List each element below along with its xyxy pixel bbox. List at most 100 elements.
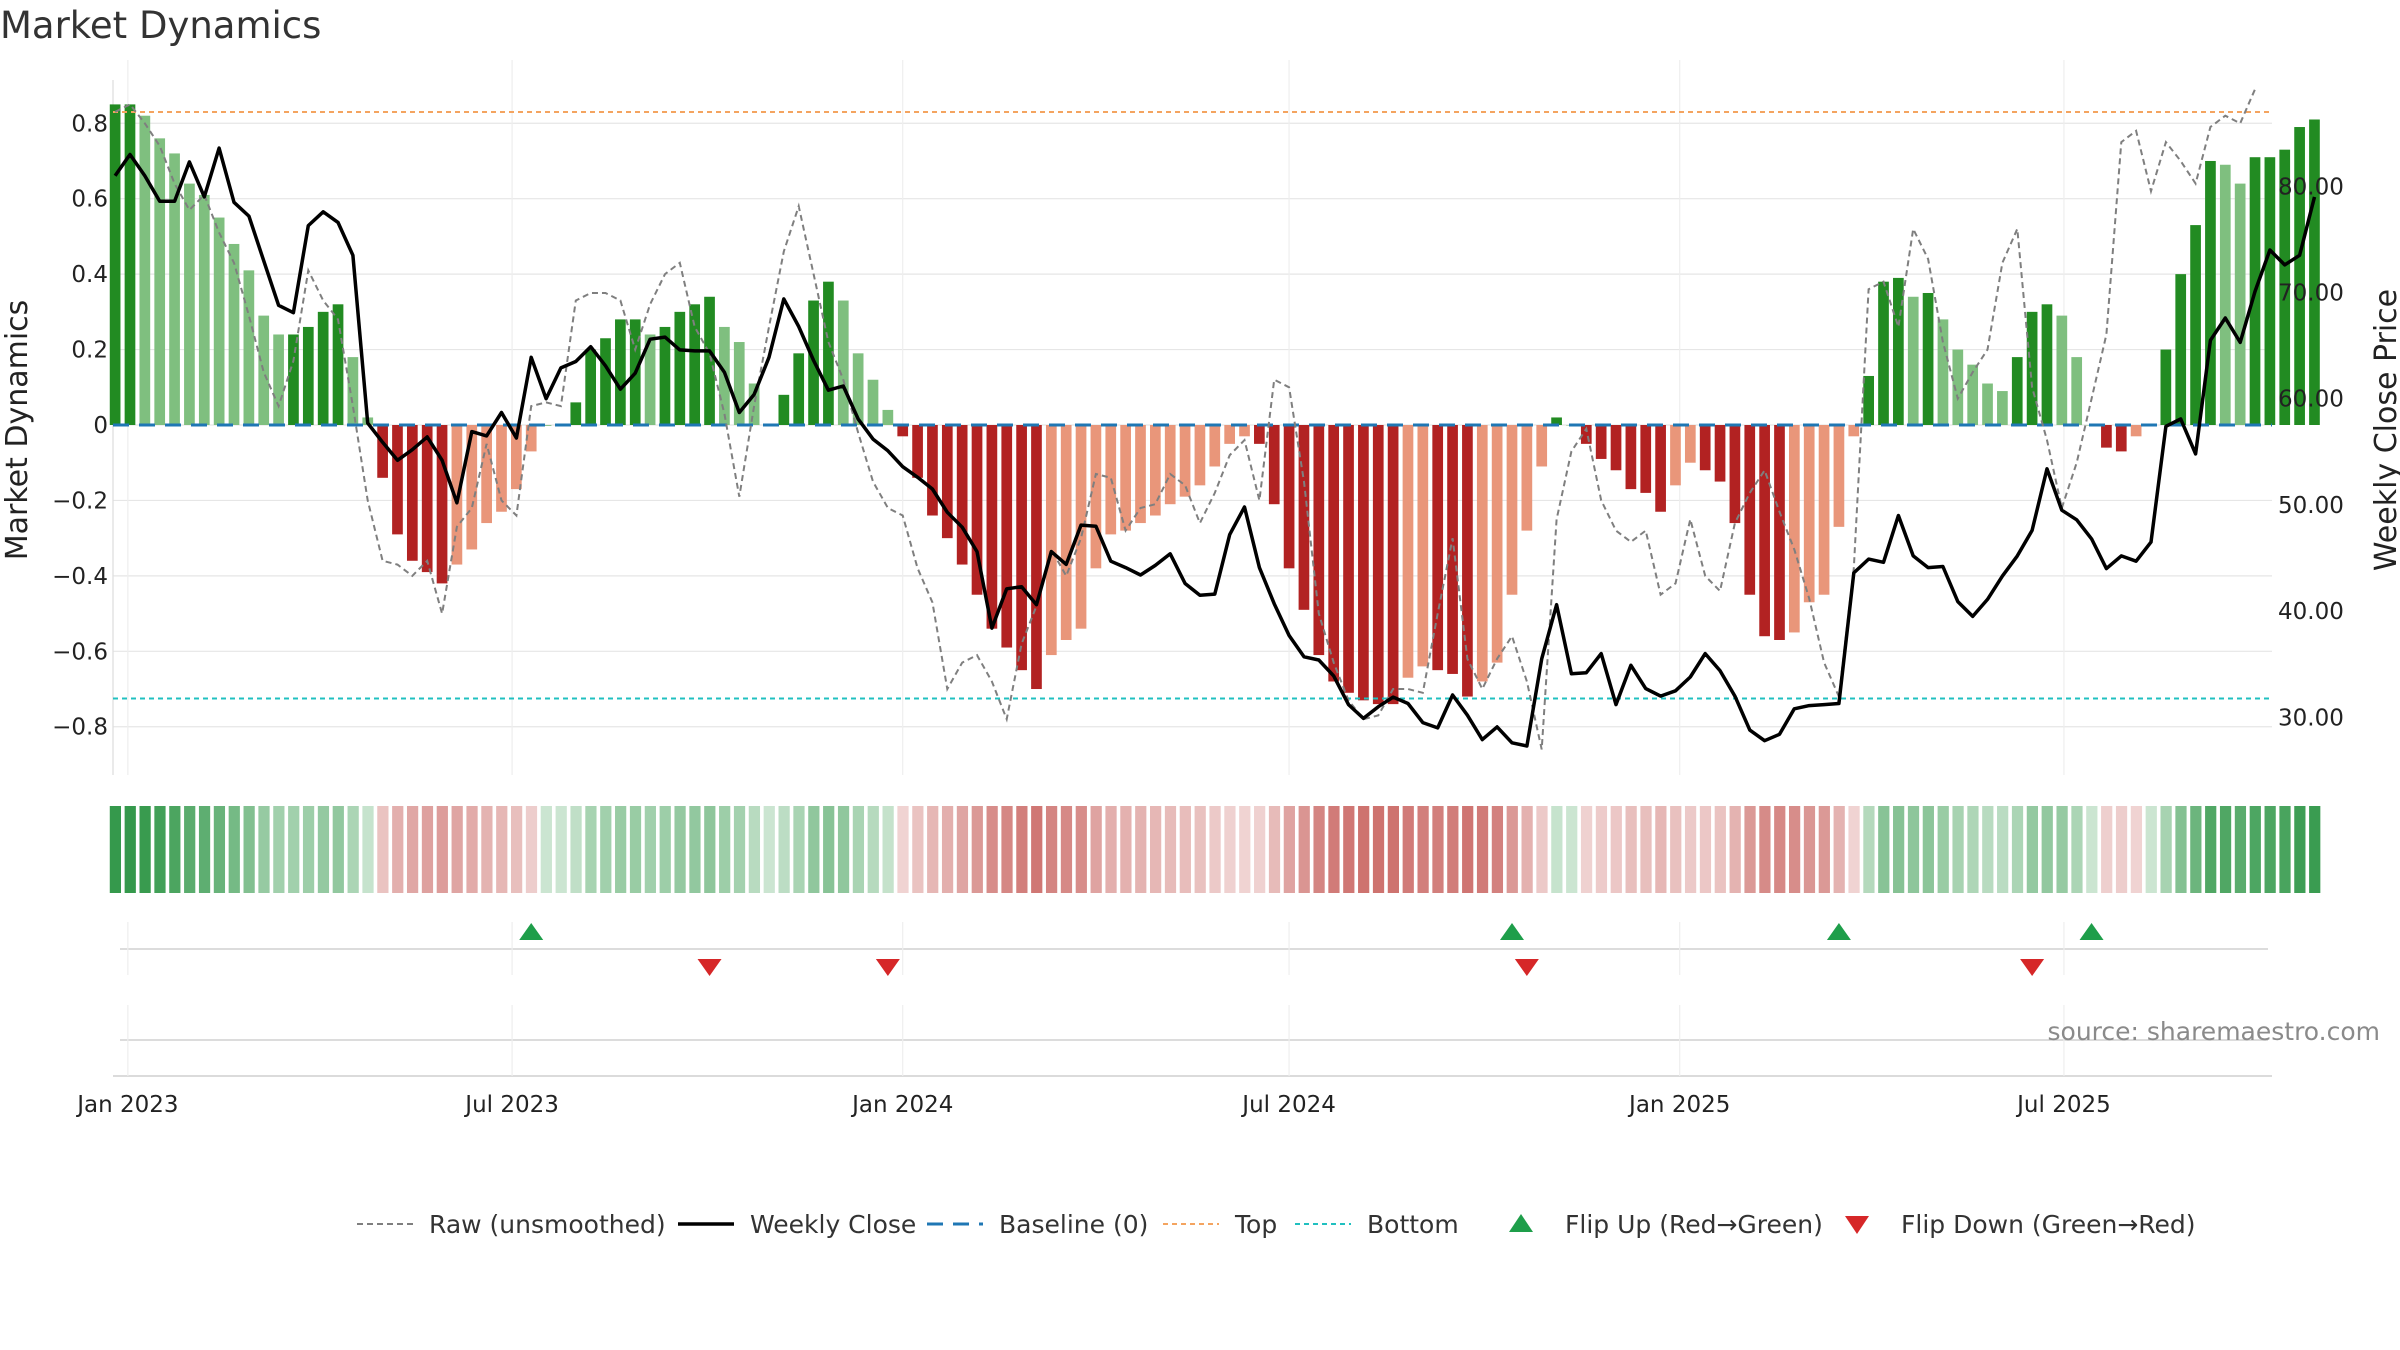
- dynamics-bar: [1016, 425, 1027, 671]
- regime-cell: [1268, 806, 1281, 893]
- dynamics-bar: [600, 338, 611, 425]
- dynamics-bar: [124, 104, 136, 426]
- dynamics-bar: [1358, 425, 1369, 701]
- regime-cell: [2279, 806, 2291, 893]
- dynamics-bar: [2294, 127, 2305, 426]
- dynamics-bar: [1744, 425, 1756, 595]
- legend-label: Raw (unsmoothed): [429, 1210, 666, 1239]
- dynamics-bar: [1937, 319, 1949, 425]
- regime-cell: [941, 806, 954, 893]
- regime-cell: [2041, 806, 2053, 893]
- regime-cell: [332, 806, 344, 893]
- regime-cell: [451, 806, 463, 893]
- regime-cell: [2011, 806, 2024, 893]
- dynamics-bar: [1536, 425, 1548, 467]
- dynamics-bar: [837, 300, 849, 425]
- dynamics-bar: [956, 425, 968, 565]
- dynamics-bar: [2190, 225, 2201, 425]
- regime-cell: [1358, 806, 1370, 893]
- regime-cell: [243, 806, 255, 893]
- regime-cell: [1536, 806, 1548, 893]
- regime-cell: [1105, 806, 1117, 893]
- dynamics-bar: [1313, 425, 1325, 656]
- regime-cell: [1937, 806, 1949, 893]
- dynamics-bar: [852, 353, 864, 425]
- regime-cell: [2160, 806, 2172, 893]
- dynamics-bar: [2279, 149, 2291, 426]
- regime-cell: [1417, 806, 1429, 893]
- dynamics-bar: [748, 383, 760, 425]
- regime-cell: [2115, 806, 2128, 893]
- dynamics-bar: [154, 138, 166, 425]
- regime-cell: [837, 806, 850, 893]
- x-axis-ticks: Jan 2023 Jul 2023 Jan 2024 Jul 2024 Jan 2025…: [75, 1092, 2111, 1118]
- dynamics-bar: [882, 409, 894, 425]
- regime-cell: [1328, 806, 1340, 893]
- regime-cell: [1164, 806, 1177, 893]
- dynamics-bar: [2264, 157, 2276, 425]
- dynamics-bar: [184, 183, 195, 425]
- regime-cell: [808, 806, 820, 893]
- regime-cell: [659, 806, 671, 893]
- regime-cell: [1224, 806, 1236, 893]
- regime-cell: [1566, 806, 1578, 893]
- dynamics-bar: [1462, 425, 1473, 697]
- regime-cell: [1744, 806, 1756, 893]
- regime-cell: [2145, 806, 2157, 893]
- dynamics-bar: [941, 425, 953, 539]
- dynamics-bar: [2160, 349, 2172, 425]
- dynamics-bar: [288, 334, 299, 425]
- dynamics-bar: [1001, 425, 1013, 648]
- regime-cell: [1952, 806, 1964, 893]
- dynamics-bar: [1967, 364, 1979, 425]
- regime-cell: [555, 806, 567, 893]
- regime-cell: [1833, 806, 1845, 893]
- dynamics-bar: [332, 304, 344, 425]
- dynamics-bar: [1848, 425, 1860, 437]
- dynamics-bar: [1580, 425, 1592, 444]
- flip-down-marker: [697, 959, 722, 976]
- regime-cell: [882, 806, 894, 893]
- dynamics-bar: [986, 425, 998, 629]
- legend-label: Top: [1234, 1210, 1277, 1239]
- left-tick-label: 0: [93, 413, 108, 439]
- dynamics-bar: [1684, 425, 1696, 463]
- dynamics-bar: [1045, 425, 1057, 656]
- legend-label: Bottom: [1367, 1210, 1459, 1239]
- dynamics-bar: [1209, 425, 1221, 467]
- regime-cell: [139, 806, 151, 893]
- left-tick-label: −0.6: [52, 639, 108, 665]
- regime-cell: [228, 806, 240, 893]
- regime-cell: [317, 806, 330, 893]
- dynamics-bar: [1595, 425, 1607, 459]
- regime-cell: [1179, 806, 1191, 893]
- regime-cell: [1967, 806, 1979, 893]
- dynamics-bar: [674, 311, 686, 425]
- regime-cell: [1313, 806, 1325, 893]
- regime-cell: [1699, 806, 1712, 893]
- dynamics-bar: [228, 243, 240, 425]
- left-tick-label: 0.4: [71, 262, 108, 288]
- regime-cell: [1521, 806, 1533, 893]
- regime-cell: [1120, 806, 1132, 893]
- dynamics-bar: [1952, 349, 1964, 425]
- regime-cell: [1343, 806, 1355, 893]
- dynamics-bar: [1135, 425, 1146, 524]
- dynamics-bar: [1476, 425, 1488, 682]
- regime-cell: [1684, 806, 1697, 893]
- regime-cell: [258, 806, 270, 893]
- regime-cell: [2234, 806, 2247, 893]
- regime-cell: [1580, 806, 1593, 893]
- regime-cell: [109, 806, 122, 893]
- dynamics-bar: [2309, 119, 2320, 425]
- flip-up-marker: [1826, 923, 1851, 940]
- dynamics-bar: [1670, 425, 1681, 486]
- regime-cell: [511, 806, 523, 893]
- regime-cell: [1863, 806, 1875, 893]
- regime-cell: [823, 806, 835, 893]
- flip-up-marker: [519, 923, 544, 940]
- regime-cell: [1447, 806, 1459, 893]
- regime-cell: [1031, 806, 1043, 893]
- regime-cell: [2130, 806, 2143, 893]
